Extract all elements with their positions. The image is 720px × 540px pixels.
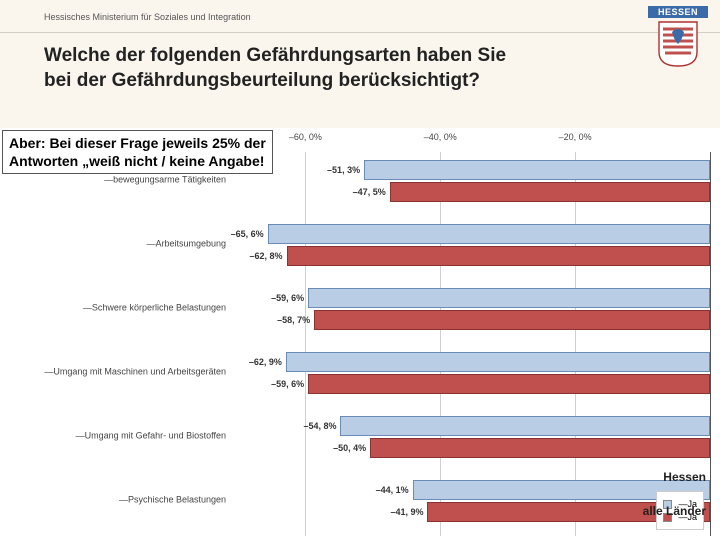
bar-value-label: –62, 8%	[250, 251, 283, 261]
header-divider	[0, 32, 720, 33]
bar-series1	[287, 246, 710, 266]
bar-series1	[390, 182, 710, 202]
note-box: Aber: Bei dieser Frage jeweils 25% der A…	[2, 130, 273, 174]
axis-tick-label: –20, 0%	[559, 132, 592, 142]
title-line2: bei der Gefährdungsbeurteilung berücksic…	[44, 70, 480, 91]
bar-series1	[370, 438, 710, 458]
gridline	[575, 152, 576, 536]
page-title: Welche der folgenden Gefährdungsarten ha…	[44, 44, 506, 93]
hessen-logo: HESSEN	[648, 6, 708, 73]
bar-value-label: –58, 7%	[277, 315, 310, 325]
category-label: —Umgang mit Gefahr- und Biostoffen	[0, 432, 232, 441]
gridline	[710, 152, 711, 536]
bar-value-label: –65, 6%	[231, 229, 264, 239]
bar-value-label: –41, 9%	[390, 507, 423, 517]
axis-tick-label: –40, 0%	[424, 132, 457, 142]
bar-value-label: –51, 3%	[327, 165, 360, 175]
legend-series-name: alle Länder	[643, 504, 706, 518]
x-axis: –20, 0% –40, 0% –60, 0%	[238, 130, 710, 152]
axis-tick-label: –60, 0%	[289, 132, 322, 142]
legend-series-name: Hessen	[663, 470, 706, 484]
chart-area: –20, 0% –40, 0% –60, 0% –51, 3% –47, 5% –65,…	[0, 130, 720, 540]
note-l1: Aber: Bei dieser Frage jeweils 25% der	[9, 135, 266, 151]
logo-text: HESSEN	[648, 6, 708, 18]
category-label: —Arbeitsumgebung	[0, 240, 232, 249]
category-label: —Psychische Belastungen	[0, 496, 232, 505]
bar-series1	[314, 310, 710, 330]
shield-icon	[657, 20, 699, 68]
bar-series0	[308, 288, 710, 308]
category-label: —bewegungsarme Tätigkeiten	[0, 176, 232, 185]
ministry-text: Hessisches Ministerium für Soziales und …	[44, 12, 251, 22]
note-l2: Antworten „weiß nicht / keine Angabe!	[9, 153, 264, 169]
bar-series0	[364, 160, 710, 180]
gridline	[305, 152, 306, 536]
bar-value-label: –59, 6%	[271, 293, 304, 303]
bar-value-label: –47, 5%	[353, 187, 386, 197]
bar-series0	[286, 352, 710, 372]
gridline	[440, 152, 441, 536]
category-label: —Umgang mit Maschinen und Arbeitsgeräten	[0, 368, 232, 377]
title-line1: Welche der folgenden Gefährdungsarten ha…	[44, 45, 506, 66]
bar-series1	[308, 374, 710, 394]
bar-value-label: –50, 4%	[333, 443, 366, 453]
category-label: —Schwere körperliche Belastungen	[0, 304, 232, 313]
bar-value-label: –62, 9%	[249, 357, 282, 367]
bar-value-label: –59, 6%	[271, 379, 304, 389]
bar-value-label: –54, 8%	[303, 421, 336, 431]
bar-value-label: –44, 1%	[376, 485, 409, 495]
plot-area: –51, 3%–47, 5%–65, 6%–62, 8%–59, 6%–58, …	[238, 152, 710, 536]
bar-series0	[340, 416, 710, 436]
bar-series0	[268, 224, 710, 244]
